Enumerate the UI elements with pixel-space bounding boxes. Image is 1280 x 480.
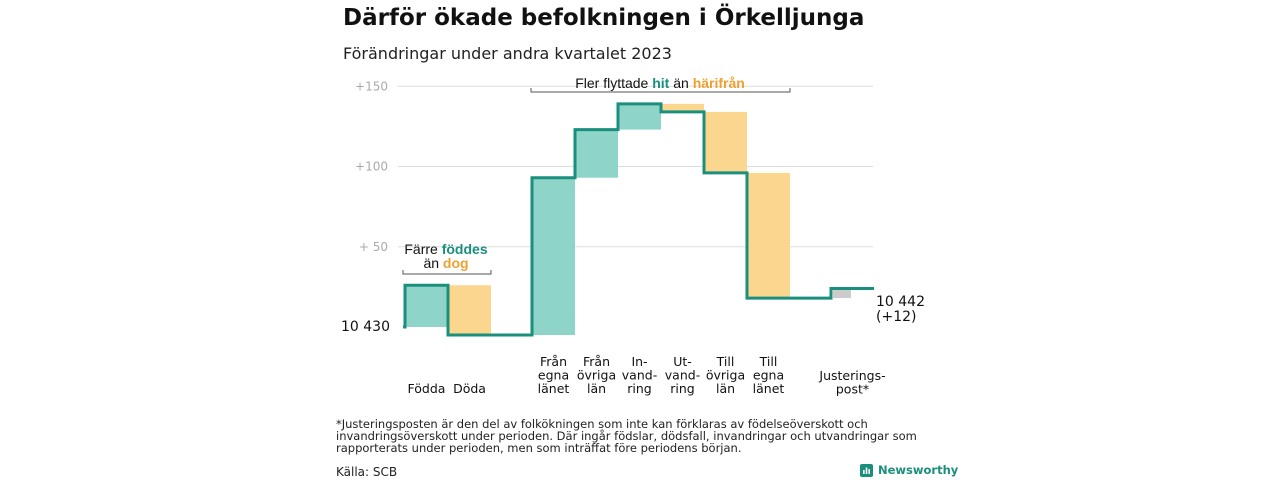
bars — [405, 103, 851, 336]
chart-subtitle: Förändringar under andra kvartalet 2023 — [343, 44, 672, 63]
bar-decrease — [747, 172, 790, 299]
bar-increase — [405, 285, 448, 327]
category-label: Från egna länet — [538, 354, 570, 396]
y-tick-label: + 50 — [359, 240, 388, 254]
source-label: Källa: SCB — [336, 465, 398, 479]
category-label: Döda — [453, 381, 486, 396]
footnote: *Justeringsposten är den del av folkökni… — [336, 417, 917, 455]
y-tick-label: +150 — [355, 79, 388, 93]
category-label: Justerings-post* — [818, 368, 885, 397]
category-label: Till övriga län — [706, 354, 745, 396]
category-label: In-vand-ring — [622, 354, 657, 396]
bar-decrease — [661, 103, 704, 112]
births-annotation-line2: än dog — [423, 255, 468, 271]
step-line-layer — [403, 102, 874, 337]
brand-name: Newsworthy — [878, 463, 959, 477]
bar-adjustment — [833, 288, 851, 299]
start-value-label: 10 430 — [341, 319, 390, 335]
chart-title: Därför ökade befolkningen i Örkelljunga — [343, 5, 865, 31]
bar-decrease — [448, 285, 491, 336]
end-change-label: (+12) — [876, 309, 916, 325]
y-tick-label: +100 — [355, 160, 388, 174]
grid-lines: +150 +100 + 50 — [355, 79, 873, 254]
category-label: Från övriga län — [577, 354, 616, 396]
newsworthy-logo-icon — [860, 463, 873, 477]
births-bracket — [402, 270, 492, 275]
category-label: Födda — [408, 381, 446, 396]
bar-increase — [532, 177, 575, 336]
category-label: Till egna länet — [753, 354, 785, 396]
step-line — [403, 102, 874, 337]
bar-increase — [618, 103, 661, 130]
bar-decrease — [704, 111, 747, 173]
migration-annotation: Fler flyttade hit än härifrån — [575, 75, 745, 91]
end-value-label: 10 442 — [876, 294, 925, 310]
brand[interactable]: Newsworthy — [860, 463, 958, 477]
migration-bracket — [530, 88, 791, 93]
category-label: Ut-vand-ring — [665, 354, 700, 396]
births-annotation-line1: Färre föddes — [404, 241, 487, 257]
bar-increase — [575, 129, 618, 178]
